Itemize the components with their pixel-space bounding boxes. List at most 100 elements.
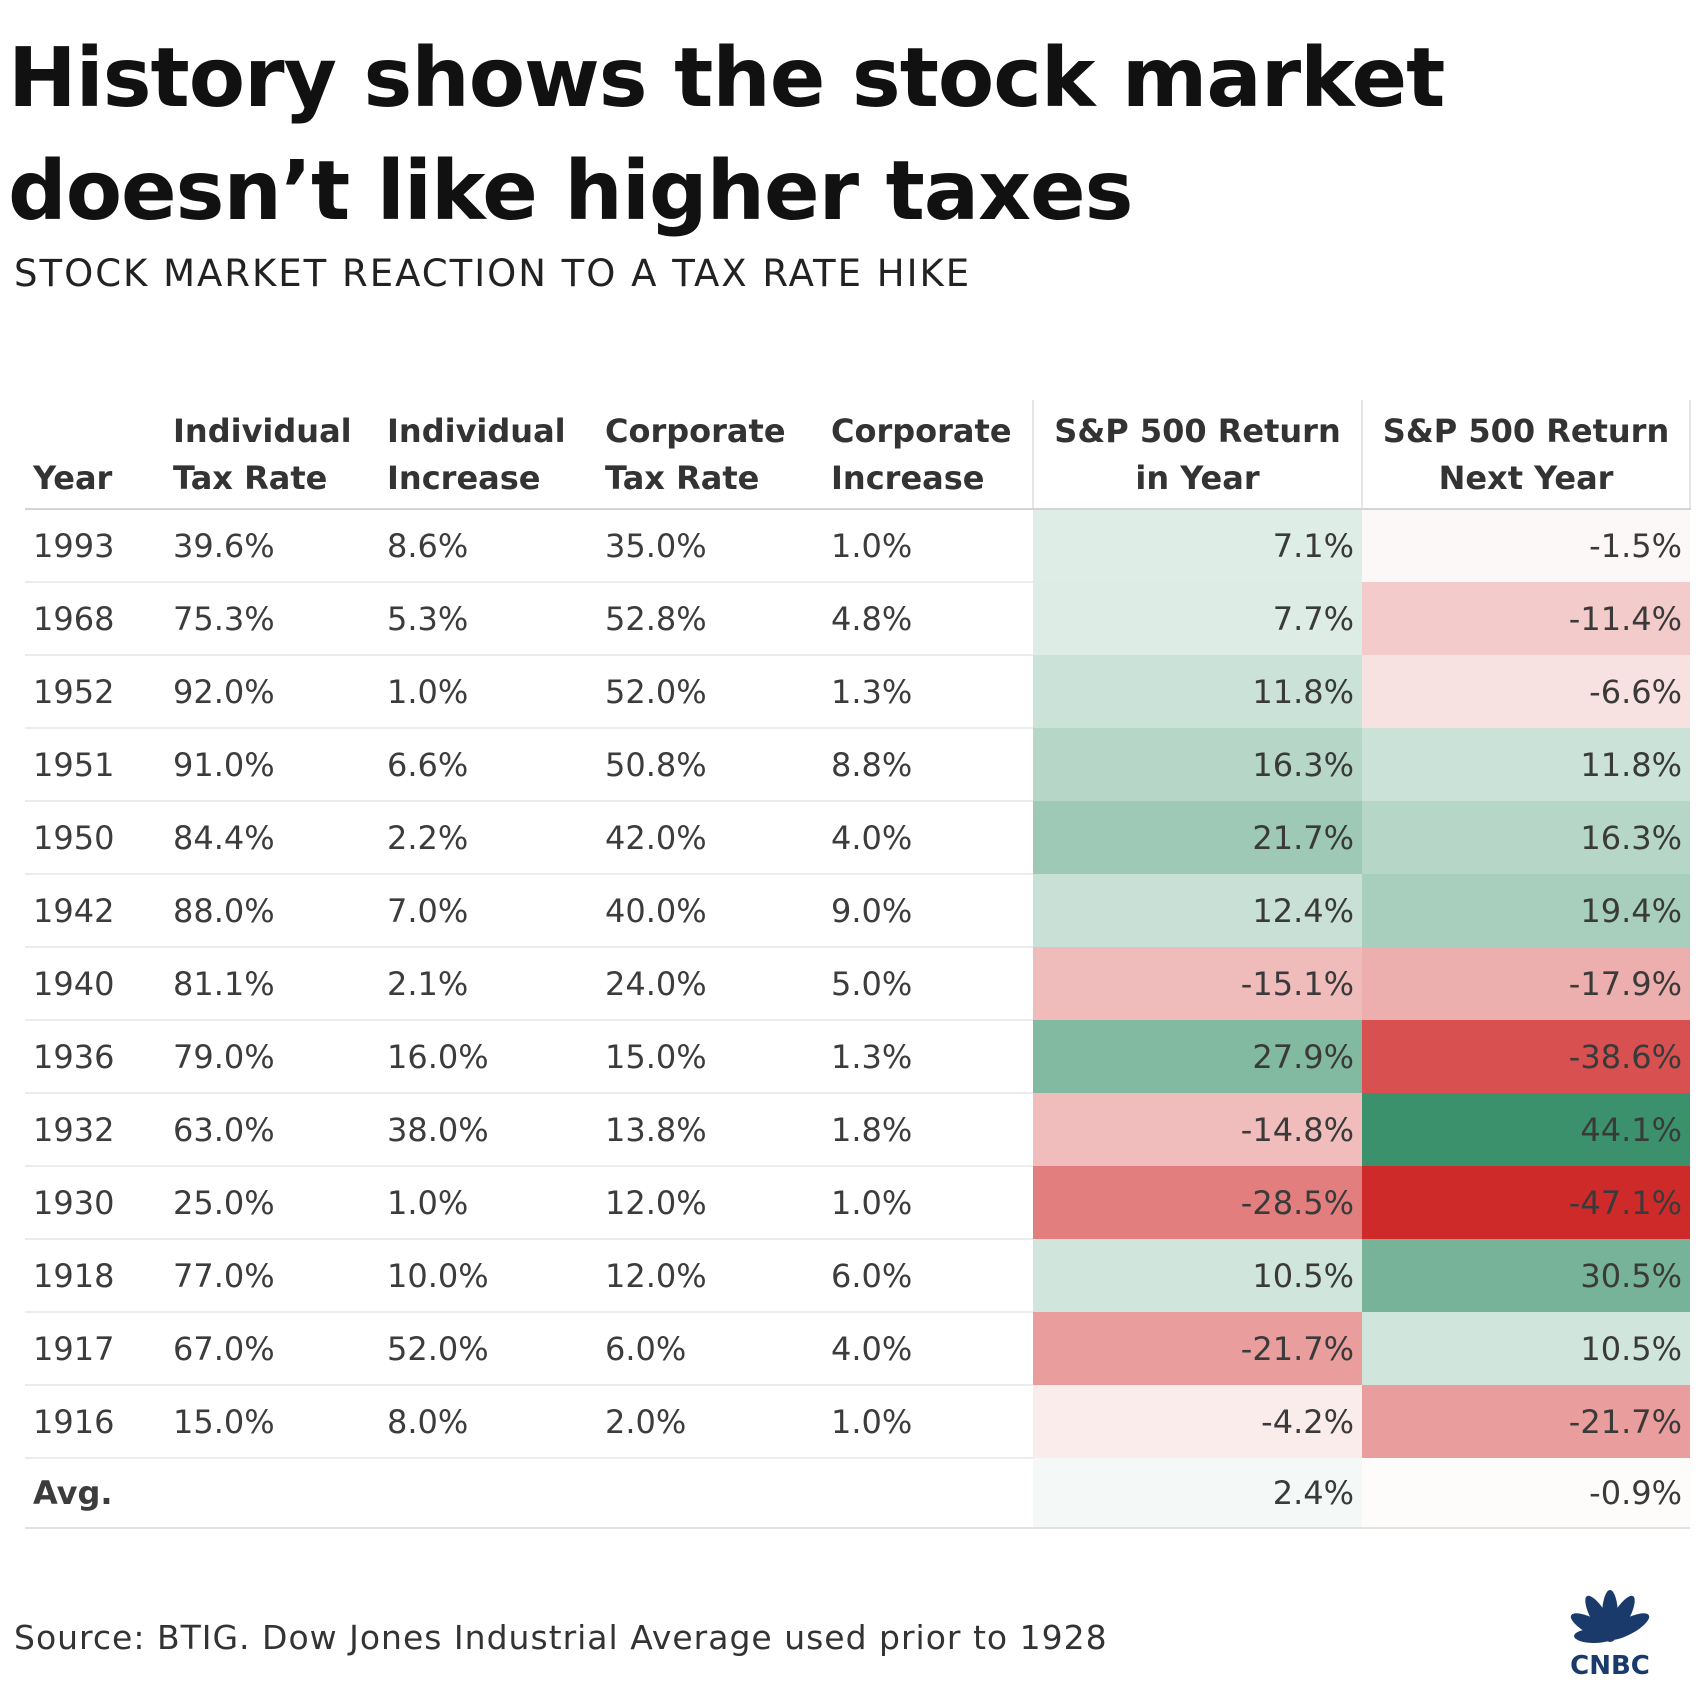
table-cell: 1.8% <box>823 1093 1033 1167</box>
table-cell: 1942 <box>25 874 165 948</box>
table-cell: 25.0% <box>165 1166 379 1240</box>
table-cell: 2.0% <box>597 1385 823 1459</box>
table-cell: 67.0% <box>165 1312 379 1386</box>
return-cell: -4.2% <box>1033 1385 1362 1458</box>
return-cell: -47.1% <box>1362 1166 1690 1239</box>
table-cell: 4.8% <box>823 582 1033 656</box>
table-cell: 1.0% <box>379 1166 597 1240</box>
table-row: 1952 92.0% 1.0% 52.0% 1.3% 11.8% -6.6% <box>25 655 1690 729</box>
average-row: Avg. 2.4% -0.9% <box>25 1458 1690 1529</box>
return-cell: 21.7% <box>1033 801 1362 874</box>
table-cell: 12.0% <box>597 1239 823 1313</box>
table-cell: 42.0% <box>597 801 823 875</box>
average-return-cell: 2.4% <box>1033 1458 1362 1529</box>
table-cell: 9.0% <box>823 874 1033 948</box>
table-cell: 1.3% <box>823 655 1033 729</box>
return-cell: -14.8% <box>1033 1093 1362 1166</box>
return-cell: -6.6% <box>1362 655 1690 728</box>
table-cell: 15.0% <box>165 1385 379 1459</box>
data-table-container: Year Individual Tax Rate Individual Incr… <box>25 400 1691 1529</box>
source-note: Source: BTIG. Dow Jones Industrial Avera… <box>14 1618 1108 1657</box>
column-header: S&P 500 Return Next Year <box>1361 400 1691 510</box>
table-cell <box>165 1458 379 1529</box>
logo-text: CNBC <box>1570 1651 1650 1680</box>
table-row: 1930 25.0% 1.0% 12.0% 1.0% -28.5% -47.1% <box>25 1166 1690 1240</box>
table-cell: 40.0% <box>597 874 823 948</box>
table-cell: 77.0% <box>165 1239 379 1313</box>
table-cell: 5.0% <box>823 947 1033 1021</box>
table-cell: 8.6% <box>379 509 597 583</box>
table-row: 1940 81.1% 2.1% 24.0% 5.0% -15.1% -17.9% <box>25 947 1690 1021</box>
table-row: 1942 88.0% 7.0% 40.0% 9.0% 12.4% 19.4% <box>25 874 1690 948</box>
table-cell: 6.0% <box>823 1239 1033 1313</box>
column-header: Corporate Tax Rate <box>597 400 823 510</box>
table-cell: 7.0% <box>379 874 597 948</box>
table-cell: 4.0% <box>823 1312 1033 1386</box>
table-cell <box>597 1458 823 1529</box>
cnbc-logo: CNBC <box>1540 1570 1680 1680</box>
table-cell: 35.0% <box>597 509 823 583</box>
table-row: 1916 15.0% 8.0% 2.0% 1.0% -4.2% -21.7% <box>25 1385 1690 1459</box>
data-table: Year Individual Tax Rate Individual Incr… <box>25 400 1691 1529</box>
table-cell: 1940 <box>25 947 165 1021</box>
table-cell: 10.0% <box>379 1239 597 1313</box>
table-cell: 50.8% <box>597 728 823 802</box>
return-cell: -28.5% <box>1033 1166 1362 1239</box>
table-cell: 79.0% <box>165 1020 379 1094</box>
return-cell: -17.9% <box>1362 947 1690 1020</box>
headline: History shows the stock market doesn’t l… <box>8 31 1445 239</box>
table-cell: 1968 <box>25 582 165 656</box>
table-cell: 1932 <box>25 1093 165 1167</box>
table-cell: 1.0% <box>823 509 1033 583</box>
table-cell: 1918 <box>25 1239 165 1313</box>
peacock-icon: CNBC <box>1570 1590 1650 1680</box>
table-cell: 13.8% <box>597 1093 823 1167</box>
table-cell: 52.0% <box>597 655 823 729</box>
return-cell: 30.5% <box>1362 1239 1690 1312</box>
table-cell: 63.0% <box>165 1093 379 1167</box>
column-header: Individual Increase <box>379 400 597 510</box>
return-cell: -1.5% <box>1362 509 1690 582</box>
table-cell: 8.0% <box>379 1385 597 1459</box>
table-cell: 6.0% <box>597 1312 823 1386</box>
average-return-cell: -0.9% <box>1362 1458 1690 1529</box>
column-header: Corporate Increase <box>823 400 1033 510</box>
table-row: 1950 84.4% 2.2% 42.0% 4.0% 21.7% 16.3% <box>25 801 1690 875</box>
return-cell: 19.4% <box>1362 874 1690 947</box>
table-row: 1917 67.0% 52.0% 6.0% 4.0% -21.7% 10.5% <box>25 1312 1690 1386</box>
return-cell: 16.3% <box>1362 801 1690 874</box>
table-cell: 1952 <box>25 655 165 729</box>
return-cell: -38.6% <box>1362 1020 1690 1093</box>
table-cell: 1.0% <box>823 1166 1033 1240</box>
column-header: Year <box>25 400 165 510</box>
table-cell: 88.0% <box>165 874 379 948</box>
average-label: Avg. <box>25 1458 165 1529</box>
table-cell: 84.4% <box>165 801 379 875</box>
table-cell <box>823 1458 1033 1529</box>
table-cell: 8.8% <box>823 728 1033 802</box>
table-cell: 52.0% <box>379 1312 597 1386</box>
table-cell: 75.3% <box>165 582 379 656</box>
column-header: S&P 500 Return in Year <box>1032 400 1363 510</box>
table-cell <box>379 1458 597 1529</box>
return-cell: -15.1% <box>1033 947 1362 1020</box>
return-cell: -21.7% <box>1033 1312 1362 1385</box>
return-cell: 12.4% <box>1033 874 1362 947</box>
table-cell: 2.1% <box>379 947 597 1021</box>
table-cell: 1916 <box>25 1385 165 1459</box>
table-cell: 1993 <box>25 509 165 583</box>
table-cell: 1930 <box>25 1166 165 1240</box>
table-cell: 12.0% <box>597 1166 823 1240</box>
table-cell: 16.0% <box>379 1020 597 1094</box>
return-cell: 10.5% <box>1362 1312 1690 1385</box>
table-row: 1936 79.0% 16.0% 15.0% 1.3% 27.9% -38.6% <box>25 1020 1690 1094</box>
return-cell: 16.3% <box>1033 728 1362 801</box>
return-cell: 7.7% <box>1033 582 1362 655</box>
table-cell: 1.0% <box>379 655 597 729</box>
table-cell: 6.6% <box>379 728 597 802</box>
table-cell: 92.0% <box>165 655 379 729</box>
table-cell: 91.0% <box>165 728 379 802</box>
return-cell: 11.8% <box>1362 728 1690 801</box>
return-cell: 10.5% <box>1033 1239 1362 1312</box>
table-row: 1918 77.0% 10.0% 12.0% 6.0% 10.5% 30.5% <box>25 1239 1690 1313</box>
